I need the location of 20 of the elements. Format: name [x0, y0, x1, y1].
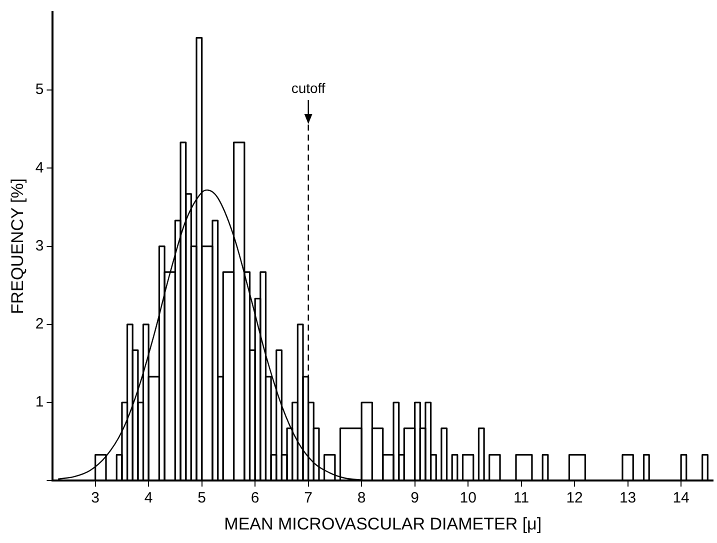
x-tick-label: 3: [91, 490, 100, 507]
y-axis-title: FREQUENCY [%]: [8, 178, 27, 314]
x-tick-label: 4: [144, 490, 153, 507]
x-tick-label: 10: [460, 490, 476, 507]
x-axis-title: MEAN MICROVASCULAR DIAMETER [μ]: [224, 514, 542, 534]
x-tick-label: 13: [619, 490, 636, 507]
x-tick-label: 11: [514, 490, 530, 507]
x-tick-label: 12: [566, 490, 583, 507]
y-tick-label: 2: [35, 316, 44, 333]
x-tick-label: 8: [357, 490, 366, 507]
ref-line-label: cutoff: [291, 80, 326, 96]
x-tick-label: 14: [672, 490, 690, 507]
x-tick-label: 5: [198, 490, 206, 507]
y-tick-label: 5: [35, 81, 44, 98]
y-tick-label: 1: [35, 394, 44, 411]
x-tick-label: 7: [304, 490, 312, 507]
x-tick-label: 6: [250, 490, 260, 507]
x-tick-label: 9: [410, 490, 419, 507]
y-tick-label: 4: [35, 159, 44, 176]
y-tick-label: 3: [35, 237, 44, 254]
